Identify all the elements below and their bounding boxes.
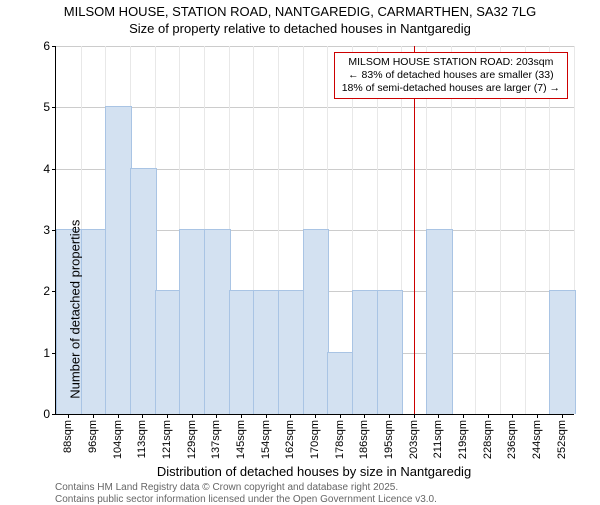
y-axis-label: Number of detached properties [68,220,83,399]
callout-line: ← 83% of detached houses are smaller (33… [342,69,560,82]
callout-box: MILSOM HOUSE STATION ROAD: 203sqm← 83% o… [334,52,568,99]
xtick-mark [340,414,341,418]
xtick-mark [93,414,94,418]
xtick-label: 228sqm [482,420,494,459]
histogram-bar [81,229,108,414]
xtick-label: 88sqm [62,420,74,453]
ytick-label: 1 [43,346,50,360]
chart-subtitle: Size of property relative to detached ho… [0,21,600,36]
xtick-label: 211sqm [432,420,444,458]
xtick-label: 219sqm [457,420,469,459]
histogram-bar [377,290,404,414]
xtick-label: 244sqm [531,420,543,459]
xtick-mark [389,414,390,418]
ytick-label: 0 [43,407,50,421]
histogram-bar [155,290,182,414]
ytick-label: 4 [43,162,50,176]
chart-title: MILSOM HOUSE, STATION ROAD, NANTGAREDIG,… [0,4,600,19]
xtick-label: 236sqm [506,420,518,459]
xtick-mark [241,414,242,418]
xtick-mark [488,414,489,418]
xtick-label: 121sqm [161,420,173,459]
xtick-label: 195sqm [383,420,395,459]
gridline-v [475,46,476,414]
xtick-label: 145sqm [235,420,247,459]
gridline-h [56,107,574,108]
callout-line: 18% of semi-detached houses are larger (… [342,82,560,95]
xtick-label: 129sqm [186,420,198,459]
xtick-label: 96sqm [87,420,99,453]
xtick-mark [463,414,464,418]
xtick-label: 154sqm [260,420,272,459]
callout-line: MILSOM HOUSE STATION ROAD: 203sqm [342,56,560,69]
xtick-label: 113sqm [136,420,148,458]
histogram-bar [229,290,256,414]
xtick-mark [414,414,415,418]
histogram-bar [253,290,280,414]
xtick-mark [315,414,316,418]
ytick-label: 6 [43,39,50,53]
histogram-bar [327,352,354,414]
xtick-label: 162sqm [284,420,296,459]
xtick-mark [142,414,143,418]
xtick-label: 137sqm [210,420,222,459]
xtick-mark [512,414,513,418]
xtick-label: 170sqm [309,420,321,459]
xtick-label: 186sqm [358,420,370,459]
xtick-mark [167,414,168,418]
xtick-mark [266,414,267,418]
xtick-mark [537,414,538,418]
footer-line-1: Contains HM Land Registry data © Crown c… [55,482,398,493]
xtick-mark [192,414,193,418]
histogram-bar [278,290,305,414]
histogram-bar [303,229,330,414]
xtick-mark [290,414,291,418]
gridline-v [500,46,501,414]
histogram-bar [426,229,453,414]
ytick-label: 3 [43,223,50,237]
histogram-bar [549,290,576,414]
histogram-bar [204,229,231,414]
histogram-bar [352,290,379,414]
gridline-h [56,46,574,47]
xtick-label: 252sqm [556,420,568,459]
xtick-mark [562,414,563,418]
xtick-mark [364,414,365,418]
xtick-label: 203sqm [408,420,420,459]
xtick-mark [118,414,119,418]
histogram-bar [179,229,206,414]
gridline-v [525,46,526,414]
xtick-mark [438,414,439,418]
xtick-mark [68,414,69,418]
histogram-bar [130,168,157,414]
plot-area: 012345688sqm96sqm104sqm113sqm121sqm129sq… [55,46,574,415]
ytick-label: 5 [43,100,50,114]
xtick-mark [216,414,217,418]
xtick-label: 104sqm [112,420,124,459]
histogram-bar [105,106,132,414]
chart-container: MILSOM HOUSE, STATION ROAD, NANTGAREDIG,… [0,4,600,504]
xtick-label: 178sqm [334,420,346,459]
ytick-label: 2 [43,284,50,298]
marker-line [414,46,415,414]
x-axis-label: Distribution of detached houses by size … [157,464,471,479]
